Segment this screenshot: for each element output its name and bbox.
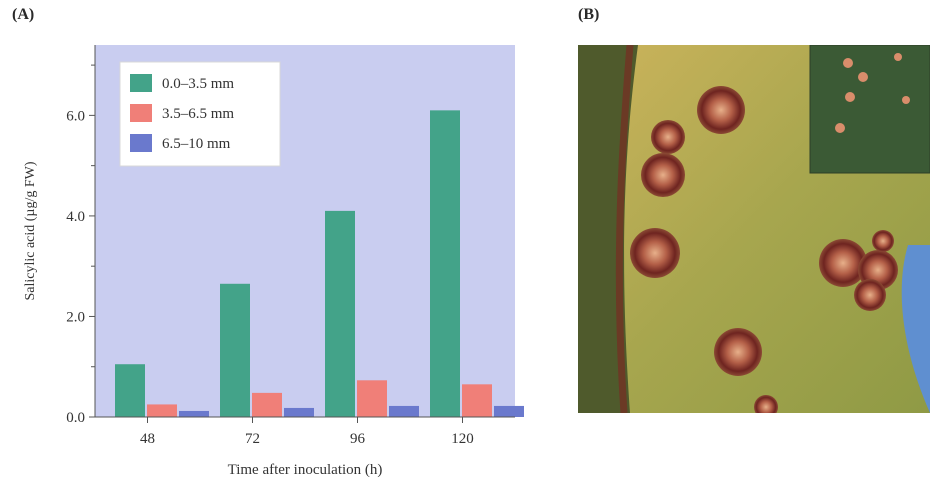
panel-b-label: (B) [578, 6, 600, 23]
bar-120-series-3 [494, 405, 524, 417]
y-tick-label: 4.0 [66, 209, 85, 225]
y-tick-label: 2.0 [66, 309, 85, 325]
bar-120-series-2 [462, 384, 492, 417]
panel-a-label: (A) [12, 6, 35, 23]
y-tick-label: 0.0 [66, 410, 85, 426]
bar-72-series-2 [252, 392, 282, 417]
x-axis-label: Time after inoculation (h) [228, 462, 383, 478]
bar-96-series-3 [389, 405, 419, 417]
bar-48-series-2 [147, 404, 177, 417]
bar-96-series-2 [357, 380, 387, 417]
legend-label-1: 0.0–3.5 mm [162, 76, 234, 92]
inset-photo [809, 45, 930, 174]
x-tick-label: 48 [140, 431, 155, 447]
y-tick-label: 6.0 [66, 108, 85, 124]
leaf-photo-drawing [578, 45, 930, 413]
legend-label-3: 6.5–10 mm [162, 136, 231, 152]
legend-label-2: 3.5–6.5 mm [162, 106, 234, 122]
legend: 0.0–3.5 mm 3.5–6.5 mm 6.5–10 mm [119, 61, 281, 167]
bars-group [115, 110, 524, 417]
inset-lesions [835, 53, 910, 133]
bar-96-series-1 [325, 210, 355, 417]
axes-group: 48 72 96 120 0.0 2.0 4.0 6.0 [66, 45, 515, 447]
legend-swatch-1 [130, 74, 152, 92]
legend-swatch-3 [130, 134, 152, 152]
y-axis-label: Salicylic acid (µg/g FW) [23, 161, 38, 300]
bar-48-series-3 [179, 410, 209, 417]
sky-background [901, 245, 930, 413]
bar-48-series-1 [115, 364, 145, 417]
legend-swatch-2 [130, 104, 152, 122]
x-tick-label: 120 [451, 431, 474, 447]
x-tick-label: 96 [350, 431, 366, 447]
bar-120-series-1 [430, 110, 460, 417]
leaf-vein [615, 45, 634, 413]
bar-72-series-3 [284, 407, 314, 417]
leaf-lesions [630, 86, 898, 413]
x-tick-label: 72 [245, 431, 260, 447]
leaf-lesion-photo [578, 45, 930, 413]
bar-72-series-1 [220, 283, 250, 417]
bar-chart: 48 72 96 120 0.0 2.0 4.0 6.0 0.0–3.5 mm 3.5–6.5 … [23, 45, 524, 478]
